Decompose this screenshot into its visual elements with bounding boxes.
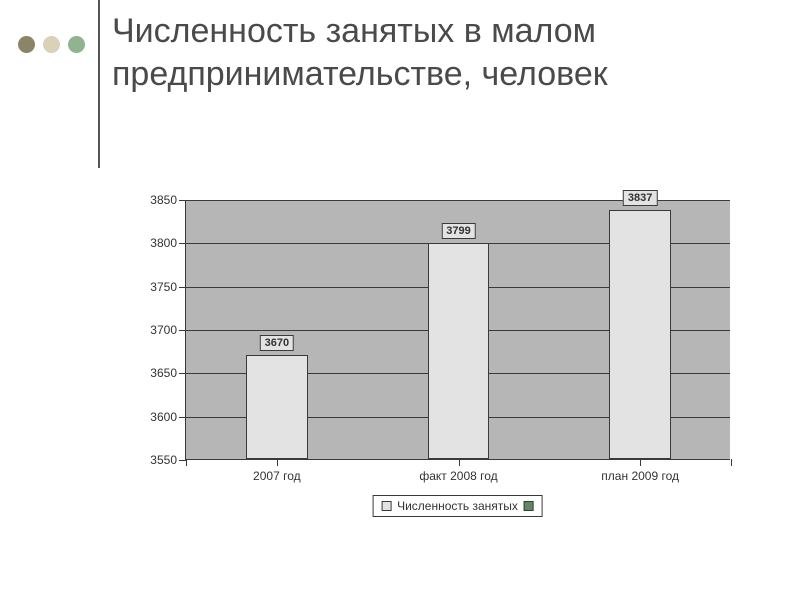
decor-dot — [43, 36, 60, 53]
bar-value-label: 3799 — [441, 223, 475, 239]
y-axis-tick — [179, 417, 186, 418]
x-axis-tick — [459, 459, 460, 466]
x-axis-tick — [277, 459, 278, 466]
y-axis-label: 3600 — [122, 410, 177, 424]
title-side-rule — [98, 0, 100, 168]
y-axis-tick — [179, 460, 186, 461]
chart-bar — [428, 243, 490, 459]
x-axis-label: факт 2008 год — [419, 469, 497, 483]
legend-label: Численность занятых — [397, 499, 518, 513]
x-axis-label: 2007 год — [253, 469, 301, 483]
x-axis-tick — [640, 459, 641, 466]
x-axis-label: план 2009 год — [601, 469, 679, 483]
chart-plot-area: 355036003650370037503800385036702007 год… — [185, 200, 730, 460]
legend-swatch — [381, 501, 391, 511]
y-axis-label: 3750 — [122, 280, 177, 294]
decor-dot — [68, 36, 85, 53]
decor-dots — [18, 36, 85, 53]
y-axis-label: 3800 — [122, 236, 177, 250]
y-axis-label: 3550 — [122, 453, 177, 467]
legend-swatch — [524, 501, 534, 511]
y-axis-label: 3850 — [122, 193, 177, 207]
chart-bar — [609, 210, 671, 459]
bar-value-label: 3837 — [623, 190, 657, 206]
chart-legend: Численность занятых — [372, 495, 543, 517]
y-axis-label: 3700 — [122, 323, 177, 337]
y-axis-tick — [179, 287, 186, 288]
x-axis-tick — [186, 459, 187, 466]
y-axis-tick — [179, 243, 186, 244]
y-axis-tick — [179, 373, 186, 374]
y-axis-label: 3650 — [122, 366, 177, 380]
employment-chart: 355036003650370037503800385036702007 год… — [185, 200, 730, 460]
slide-title: Численность занятых в малом предпринимат… — [112, 10, 752, 96]
decor-dot — [18, 36, 35, 53]
x-axis-tick — [731, 459, 732, 466]
y-axis-tick — [179, 330, 186, 331]
y-axis-tick — [179, 200, 186, 201]
chart-bar — [246, 355, 308, 459]
bar-value-label: 3670 — [260, 335, 294, 351]
